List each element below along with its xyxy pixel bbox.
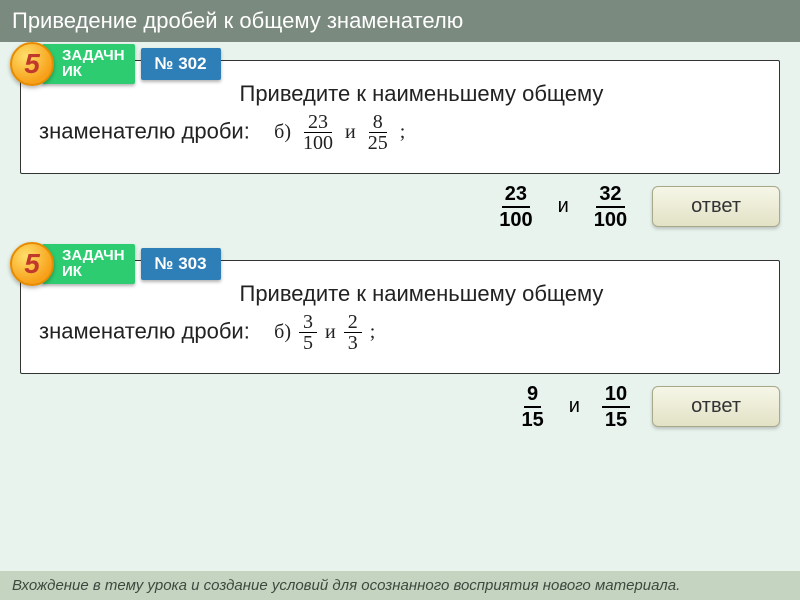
- fraction-1: 23 100: [299, 112, 337, 153]
- fraction-expression: б) 3 5 и 2 3 ;: [268, 310, 381, 355]
- answer-fraction-2-num: 32: [596, 184, 624, 208]
- part-label: б): [274, 318, 291, 346]
- fraction-1: 3 5: [299, 312, 317, 353]
- answer-fraction-1-den: 100: [496, 208, 535, 230]
- answer-conjunction: и: [569, 395, 580, 418]
- answer-row: 23 100 и 32 100 ответ: [20, 184, 780, 230]
- fraction-expression: б) 23 100 и 8 25 ;: [268, 110, 411, 155]
- fraction-2-num: 2: [344, 312, 362, 333]
- fraction-2-num: 8: [369, 112, 387, 133]
- prompt-line2: знаменателю дроби:: [39, 318, 250, 343]
- answer-button[interactable]: ответ: [652, 386, 780, 427]
- answer-fraction-2-den: 15: [602, 408, 630, 430]
- tail: ;: [400, 118, 406, 146]
- fraction-1-den: 5: [299, 333, 317, 353]
- answer-conjunction: и: [558, 195, 569, 218]
- grade-badge-value: 5: [24, 48, 40, 80]
- prompt-line2: знаменателю дроби:: [39, 118, 250, 143]
- answer-fraction-1-num: 23: [502, 184, 530, 208]
- fraction-2-den: 25: [364, 133, 392, 153]
- grade-badge-value: 5: [24, 248, 40, 280]
- fraction-2-den: 3: [344, 333, 362, 353]
- part-label: б): [274, 118, 291, 146]
- textbook-tab[interactable]: ЗАДАЧН ИК: [42, 44, 135, 84]
- textbook-tab[interactable]: ЗАДАЧН ИК: [42, 244, 135, 284]
- fraction-1-num: 3: [299, 312, 317, 333]
- answer-fraction-2: 10 15: [602, 384, 630, 430]
- prompt-line1: Приведите к наименьшему общему: [240, 281, 604, 306]
- answer-fraction-1-den: 15: [518, 408, 546, 430]
- grade-badge: 5: [10, 42, 54, 86]
- answer-fraction-1: 9 15: [518, 384, 546, 430]
- task-block: 5 ЗАДАЧН ИК № 303 ЗАДАЧНИК № 303 Приведи…: [20, 260, 780, 374]
- answer-fraction-1-num: 9: [524, 384, 541, 408]
- answer-row: 9 15 и 10 15 ответ: [20, 384, 780, 430]
- task-tabs: 5 ЗАДАЧН ИК № 303: [10, 242, 221, 286]
- task-block: 5 ЗАДАЧН ИК № 302 ЗАДАЧНИК № 302 Приведи…: [20, 60, 780, 174]
- answer-fraction-1: 23 100: [496, 184, 535, 230]
- answer-fraction-2: 32 100: [591, 184, 630, 230]
- fraction-2: 8 25: [364, 112, 392, 153]
- footer-text: Вхождение в тему урока и создание услови…: [12, 577, 680, 594]
- conjunction: и: [325, 318, 336, 346]
- answer-fraction-2-num: 10: [602, 384, 630, 408]
- fraction-1-num: 23: [304, 112, 332, 133]
- page-title: Приведение дробей к общему знаменателю: [12, 8, 463, 33]
- task-tabs: 5 ЗАДАЧН ИК № 302: [10, 42, 221, 86]
- task-number-tab[interactable]: № 303: [141, 248, 221, 280]
- header-bar: Приведение дробей к общему знаменателю: [0, 0, 800, 42]
- fraction-1-den: 100: [299, 133, 337, 153]
- tail: ;: [370, 318, 376, 346]
- task-number-tab[interactable]: № 302: [141, 48, 221, 80]
- footer-bar: Вхождение в тему урока и создание услови…: [0, 571, 800, 600]
- grade-badge: 5: [10, 242, 54, 286]
- fraction-2: 2 3: [344, 312, 362, 353]
- answer-fraction-2-den: 100: [591, 208, 630, 230]
- conjunction: и: [345, 118, 356, 146]
- answer-button[interactable]: ответ: [652, 186, 780, 227]
- prompt-line1: Приведите к наименьшему общему: [240, 81, 604, 106]
